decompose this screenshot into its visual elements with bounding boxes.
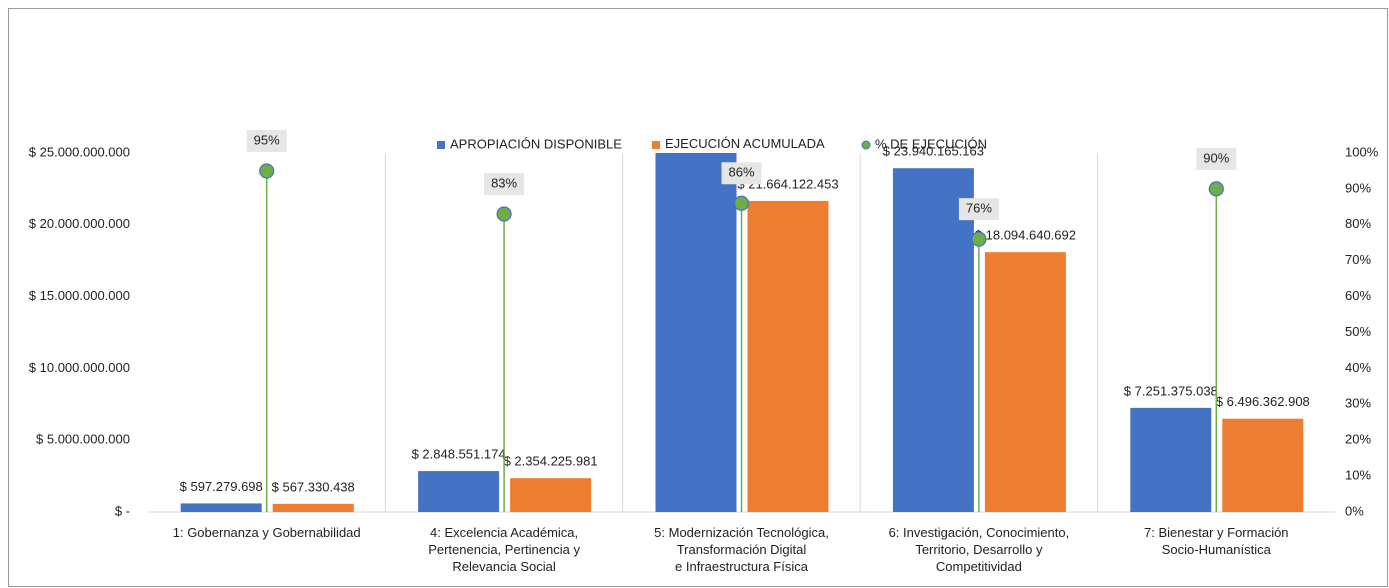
bar <box>655 153 737 512</box>
bar <box>510 478 592 512</box>
bar <box>418 471 500 512</box>
bar-value-label: $ 567.330.438 <box>272 479 355 494</box>
bar <box>1222 418 1304 512</box>
y2-tick-label: 90% <box>1345 180 1371 195</box>
bar <box>892 168 974 512</box>
y2-tick-label: 40% <box>1345 360 1371 375</box>
percent-label-bg <box>721 162 762 185</box>
percent-marker <box>733 195 750 211</box>
legend-label-line: EJECUCIÓN ACUMULADA <box>665 136 825 151</box>
bar <box>180 503 262 512</box>
percent-marker <box>971 231 987 247</box>
y2-tick-label: 0% <box>1345 503 1364 518</box>
bar-value-label: $ 597.279.698 <box>180 479 263 494</box>
bar <box>984 252 1066 513</box>
bar-value-label: $ 6.496.362.908 <box>1216 394 1310 409</box>
percent-label: 83% <box>491 175 517 190</box>
bar-value-label: $ 2.848.551.174 <box>412 447 506 462</box>
x-tick-label: 1: Gobernanza y Gobernabilidad <box>172 525 361 540</box>
percent-label-bg <box>1196 147 1237 170</box>
x-tick-label: 7: Bienestar y Formación Socio-Humanísti… <box>1144 525 1289 557</box>
y2-tick-label: 60% <box>1345 288 1371 303</box>
y2-tick-label: 50% <box>1345 324 1371 339</box>
y-tick-label: $ 10.000.000.000 <box>29 360 130 375</box>
x-tick-label: 6: Investigación, Conocimiento, Territor… <box>888 525 1070 574</box>
y-tick-label: $ 5.000.000.000 <box>36 432 130 447</box>
percent-label: 95% <box>254 132 280 147</box>
y-tick-label: $ 15.000.000.000 <box>29 288 130 303</box>
percent-label: 90% <box>1203 150 1229 165</box>
legend-marker <box>861 140 871 150</box>
y2-tick-label: 20% <box>1345 432 1371 447</box>
legend-marker <box>652 141 660 149</box>
percent-marker <box>259 163 275 179</box>
y2-tick-label: 30% <box>1345 396 1371 411</box>
y2-tick-label: 80% <box>1345 216 1371 231</box>
y-tick-label: $ 20.000.000.000 <box>29 216 130 231</box>
y-tick-label: $ - <box>115 503 130 518</box>
y2-tick-label: 100% <box>1345 144 1379 159</box>
bar <box>272 503 354 512</box>
bar <box>1130 407 1212 512</box>
percent-label-bg <box>958 198 999 221</box>
percent-label-bg <box>484 173 525 196</box>
chart-border <box>8 8 1388 587</box>
y2-tick-label: 70% <box>1345 252 1371 267</box>
bar-value-label: $ 7.251.375.038 <box>1124 383 1218 398</box>
bar-value-label: $ 18.094.640.692 <box>975 228 1076 243</box>
legend-label: APROPIACIÓN DISPONIBLE <box>450 136 622 151</box>
percent-marker <box>496 206 512 222</box>
y2-tick-label: 10% <box>1345 468 1371 483</box>
bar-value-label: $ 2.354.225.981 <box>504 454 598 469</box>
y-tick-label: $ 25.000.000.000 <box>29 144 130 159</box>
x-tick-label: 4: Excelencia Académica, Pertenencia, Pe… <box>428 525 580 574</box>
legend-label: % DE EJECUCIÓN <box>875 136 987 151</box>
x-tick-label: 5: Modernización Tecnológica, Transforma… <box>654 525 829 574</box>
percent-marker <box>1208 181 1224 197</box>
bar-value-label: $ 21.664.122.453 <box>737 176 838 191</box>
plot-area <box>180 153 1304 513</box>
legend-marker <box>437 141 445 149</box>
percent-label-bg <box>246 129 287 152</box>
bar-value-label: $ 23.940.165.163 <box>883 144 984 159</box>
percent-label: 76% <box>966 201 992 216</box>
percent-label: 86% <box>728 165 754 180</box>
bar <box>747 200 829 512</box>
